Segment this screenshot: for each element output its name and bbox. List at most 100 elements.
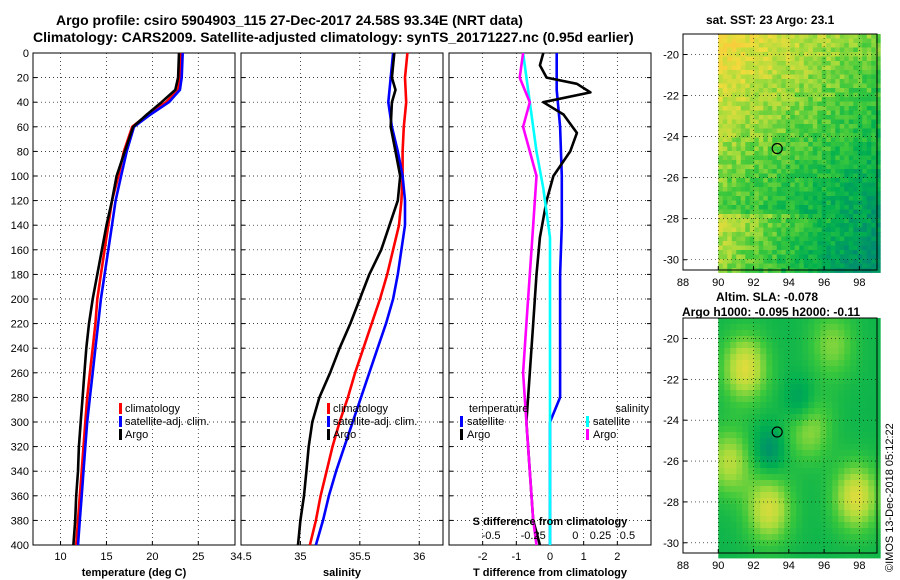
map-cell bbox=[866, 223, 872, 228]
map-cell bbox=[799, 128, 805, 134]
map-cell bbox=[767, 65, 773, 71]
map-cell bbox=[790, 178, 796, 183]
map-cell bbox=[871, 106, 877, 111]
map-cell bbox=[722, 160, 728, 165]
map-cell bbox=[724, 432, 731, 439]
map-cell bbox=[785, 47, 791, 53]
map-cell bbox=[848, 133, 854, 138]
map-cell bbox=[778, 552, 785, 559]
map-cell bbox=[740, 209, 746, 215]
map-cell bbox=[758, 232, 764, 237]
map-cell bbox=[871, 155, 877, 161]
map-cell bbox=[817, 187, 823, 192]
map-cell bbox=[839, 92, 845, 98]
map-cell bbox=[766, 426, 773, 433]
map-cell bbox=[838, 324, 845, 331]
map-cell bbox=[826, 468, 833, 475]
map-cell bbox=[745, 218, 751, 224]
map-cell bbox=[754, 510, 761, 517]
map-cell bbox=[821, 259, 827, 264]
map-cell bbox=[839, 101, 845, 107]
map-cell bbox=[826, 169, 832, 174]
map-cell bbox=[718, 56, 724, 62]
map-cell bbox=[772, 182, 778, 188]
map-cell bbox=[835, 56, 841, 62]
map-cell bbox=[781, 232, 787, 237]
map-cell bbox=[763, 128, 769, 134]
map-cell bbox=[839, 209, 845, 215]
map-cell bbox=[848, 205, 854, 210]
map-cell bbox=[785, 101, 791, 107]
map-cell bbox=[844, 196, 850, 201]
map-cell bbox=[796, 390, 803, 397]
map-cell bbox=[796, 438, 803, 445]
map-cell bbox=[731, 142, 737, 147]
map-cell bbox=[772, 456, 779, 463]
map-cell bbox=[871, 214, 877, 219]
map-cell bbox=[875, 254, 881, 260]
map-cell bbox=[871, 205, 877, 210]
map-cell bbox=[844, 402, 851, 409]
map-cell bbox=[754, 444, 761, 451]
map-cell bbox=[749, 137, 755, 143]
map-cell bbox=[784, 384, 791, 391]
map-cell bbox=[838, 468, 845, 475]
map-cell bbox=[718, 218, 724, 224]
map-cell bbox=[844, 52, 850, 57]
map-cell bbox=[749, 92, 755, 98]
map-cell bbox=[835, 245, 841, 251]
map-cell bbox=[808, 510, 815, 517]
map-cell bbox=[742, 372, 749, 379]
map-cell bbox=[850, 486, 857, 493]
map-cell bbox=[808, 241, 814, 246]
map-cell bbox=[749, 209, 755, 215]
map-cell bbox=[799, 124, 805, 129]
map-cell bbox=[857, 142, 863, 147]
map-cell bbox=[754, 342, 761, 349]
map-cell bbox=[763, 245, 769, 251]
map-cell bbox=[778, 480, 785, 487]
map-cell bbox=[772, 336, 779, 343]
map-cell bbox=[766, 414, 773, 421]
map-cell bbox=[748, 384, 755, 391]
map-cell bbox=[838, 342, 845, 349]
map-cell bbox=[730, 438, 737, 445]
map-cell bbox=[875, 223, 881, 228]
map-cell bbox=[763, 79, 769, 84]
map-cell bbox=[740, 56, 746, 62]
map-cell bbox=[868, 318, 875, 325]
map-cell bbox=[784, 462, 791, 469]
map-cell bbox=[749, 106, 755, 111]
map-cell bbox=[817, 214, 823, 219]
map-cell bbox=[781, 236, 787, 242]
map-cell bbox=[722, 173, 728, 179]
map-cell bbox=[730, 414, 737, 421]
map-cell bbox=[875, 218, 881, 224]
map-cell bbox=[838, 462, 845, 469]
map-cell bbox=[821, 241, 827, 246]
map-cell bbox=[785, 196, 791, 201]
map-cell bbox=[862, 414, 869, 421]
map-cell bbox=[812, 128, 818, 134]
map-cell bbox=[781, 146, 787, 152]
map-cell bbox=[736, 173, 742, 179]
map-cell bbox=[866, 115, 872, 120]
map-cell bbox=[820, 510, 827, 517]
map-cell bbox=[785, 97, 791, 102]
map-cell bbox=[832, 540, 839, 547]
map-cell bbox=[776, 223, 782, 228]
map-cell bbox=[808, 360, 815, 367]
map-cell bbox=[871, 38, 877, 44]
top-axis-tick-label: -0.25 bbox=[521, 530, 546, 542]
map-cell bbox=[862, 133, 868, 138]
map-cell bbox=[820, 534, 827, 541]
map-cell bbox=[857, 97, 863, 102]
map-cell bbox=[856, 408, 863, 415]
map-cell bbox=[748, 414, 755, 421]
map-cell bbox=[736, 106, 742, 111]
map-cell bbox=[731, 196, 737, 201]
map-cell bbox=[736, 372, 743, 379]
map-cell bbox=[781, 191, 787, 197]
map-cell bbox=[767, 74, 773, 80]
map-cell bbox=[830, 178, 836, 183]
